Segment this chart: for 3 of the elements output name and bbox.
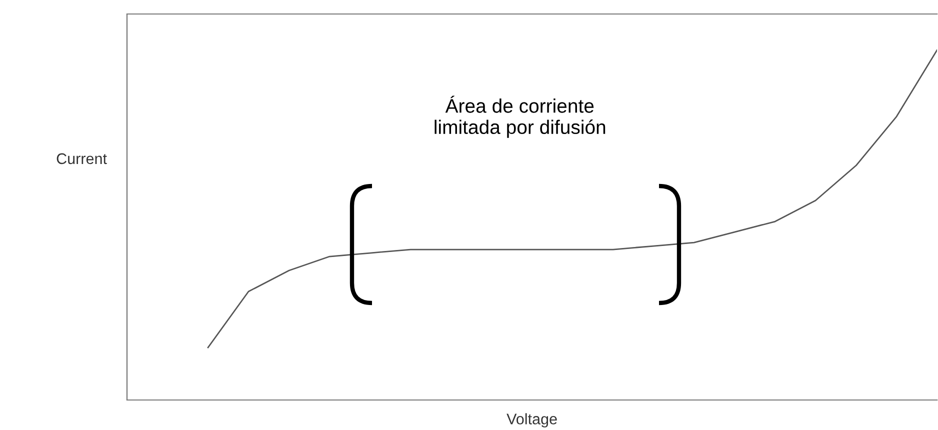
- x-axis-title: Voltage: [506, 413, 557, 428]
- annotation: Área de corriente limitada por difusión: [434, 96, 606, 138]
- y-axis-title: Current: [56, 153, 107, 164]
